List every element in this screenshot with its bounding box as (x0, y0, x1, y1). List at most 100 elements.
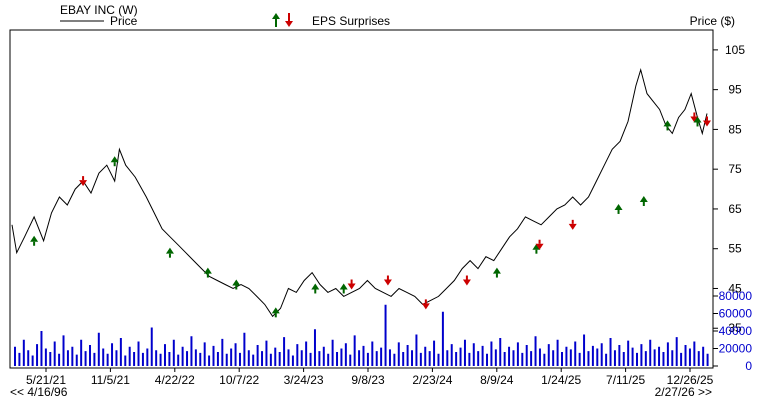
volume-bar (22, 339, 25, 366)
ticker-label: EBAY INC (W) (60, 3, 138, 17)
volume-bar (221, 338, 224, 366)
volume-bar (18, 352, 21, 366)
volume-bar (163, 344, 166, 366)
volume-bar (358, 350, 361, 366)
volume-bar (269, 353, 272, 366)
volume-bar (684, 345, 687, 366)
volume-bar (583, 334, 586, 366)
volume-bar (349, 354, 352, 366)
volume-bar (119, 338, 122, 366)
volume-bar (155, 350, 158, 366)
volume-bar (609, 338, 612, 366)
nav-back-link[interactable]: << 4/16/96 (10, 385, 68, 399)
volume-bar (261, 351, 264, 366)
eps-beat-arrow-icon[interactable] (311, 283, 320, 294)
volume-bar (344, 343, 347, 366)
volume-bar (578, 352, 581, 366)
volume-bar (256, 345, 259, 366)
volume-bar (159, 353, 162, 366)
eps-miss-arrow-icon[interactable] (535, 239, 544, 250)
eps-beat-arrow-icon[interactable] (165, 247, 174, 258)
volume-bar (697, 351, 700, 366)
volume-tick-label: 80000 (719, 289, 753, 303)
eps-beat-arrow-icon[interactable] (663, 120, 672, 131)
eps-beat-arrow-icon[interactable] (639, 195, 648, 206)
eps-beat-arrow-icon[interactable] (693, 116, 702, 127)
volume-bar (406, 345, 409, 366)
eps-beat-arrow-icon[interactable] (532, 243, 541, 254)
eps-miss-arrow-icon[interactable] (347, 279, 356, 290)
volume-bar (216, 352, 219, 366)
volume-bar (181, 346, 184, 366)
volume-bar (252, 354, 255, 366)
eps-miss-arrow-icon[interactable] (462, 275, 471, 286)
volume-bar (649, 339, 652, 366)
volume-bar (243, 332, 246, 366)
eps-miss-arrow-icon[interactable] (703, 116, 711, 127)
price-tick-label: 65 (728, 202, 742, 216)
volume-bar (587, 351, 590, 366)
volume-bar (84, 351, 87, 366)
eps-miss-arrow-icon[interactable] (421, 299, 430, 310)
eps-beat-arrow-icon[interactable] (232, 279, 241, 290)
volume-bar (80, 339, 83, 366)
eps-beat-arrow-icon[interactable] (614, 203, 623, 214)
eps-miss-arrow-icon[interactable] (383, 275, 392, 286)
volume-bar (283, 337, 286, 366)
volume-bar (208, 355, 211, 366)
volume-bar (688, 348, 691, 366)
volume-bar (503, 352, 506, 366)
volume-bar (463, 339, 466, 366)
volume-bar (49, 352, 52, 366)
volume-bar (327, 353, 330, 366)
volume-bar (433, 340, 436, 366)
volume-bar (666, 342, 669, 366)
eps-beat-arrow-icon[interactable] (339, 283, 348, 294)
eps-miss-arrow-icon[interactable] (568, 219, 577, 230)
volume-bar (146, 348, 149, 366)
x-tick-label: 3/24/23 (284, 373, 324, 387)
volume-bar (93, 352, 96, 366)
volume-bar (375, 351, 378, 366)
volume-bar (300, 350, 303, 366)
volume-bar (547, 344, 550, 366)
volume-bar (265, 340, 268, 366)
volume-bar (274, 347, 277, 366)
eps-beat-arrow-icon[interactable] (271, 307, 280, 318)
volume-bar (168, 352, 171, 366)
x-axis: 5/21/21 11/5/21 4/22/22 10/7/22 3/24/23 9/8/2… (26, 368, 714, 387)
volume-bar (530, 351, 533, 366)
eps-beat-arrow-icon[interactable] (30, 235, 39, 246)
volume-bar (693, 341, 696, 366)
eps-beat-arrow-icon[interactable] (110, 156, 119, 167)
volume-axis: 0 20000 40000 60000 80000 (713, 289, 752, 373)
eps-beat-arrow-icon[interactable] (203, 267, 212, 278)
volume-bar (640, 344, 643, 366)
volume-bar (459, 347, 462, 366)
volume-bar (40, 331, 43, 366)
volume-bar (424, 346, 427, 366)
volume-bar (653, 349, 656, 366)
eps-beat-arrow-icon[interactable] (492, 267, 501, 278)
volume-tick-label: 0 (745, 359, 752, 373)
volume-bar (102, 348, 105, 366)
eps-miss-arrow-icon[interactable] (690, 112, 699, 123)
volume-bar (27, 350, 30, 366)
volume-bar (455, 352, 458, 366)
x-tick-label: 11/5/21 (91, 373, 130, 387)
volume-bar (622, 352, 625, 366)
eps-miss-arrow-icon[interactable] (79, 176, 88, 187)
volume-bar (477, 351, 480, 366)
volume-bar (591, 345, 594, 366)
price-series-line (11, 67, 708, 318)
volume-bar (137, 341, 140, 366)
nav-forward-link[interactable]: 2/27/26 >> (655, 385, 712, 399)
price-tick-label: 85 (728, 122, 742, 136)
volume-bar (247, 350, 250, 366)
volume-bar (565, 346, 568, 366)
volume-bar (305, 341, 308, 366)
volume-bar (494, 349, 497, 366)
volume-bar (380, 347, 383, 366)
eps-legend-label: EPS Surprises (312, 14, 390, 28)
